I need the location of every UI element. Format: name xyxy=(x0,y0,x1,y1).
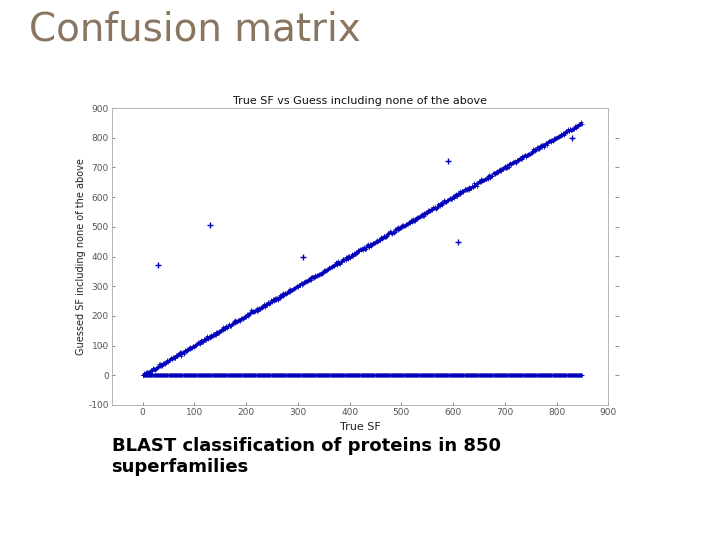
Title: True SF vs Guess including none of the above: True SF vs Guess including none of the a… xyxy=(233,96,487,106)
Text: –: – xyxy=(614,311,619,321)
Text: –: – xyxy=(614,281,619,291)
Text: BLAST classification of proteins in 850
superfamilies: BLAST classification of proteins in 850 … xyxy=(112,437,500,476)
Y-axis label: Guessed SF including none of the above: Guessed SF including none of the above xyxy=(76,158,86,355)
Text: –: – xyxy=(99,341,104,350)
Text: –: – xyxy=(614,163,619,172)
X-axis label: True SF: True SF xyxy=(340,422,380,433)
Text: Confusion matrix: Confusion matrix xyxy=(29,11,361,49)
Text: –: – xyxy=(614,252,619,261)
Text: –: – xyxy=(614,370,619,380)
Text: –: – xyxy=(614,133,619,143)
Text: –: – xyxy=(614,222,619,232)
Text: –: – xyxy=(614,192,619,202)
Text: –: – xyxy=(614,341,619,350)
